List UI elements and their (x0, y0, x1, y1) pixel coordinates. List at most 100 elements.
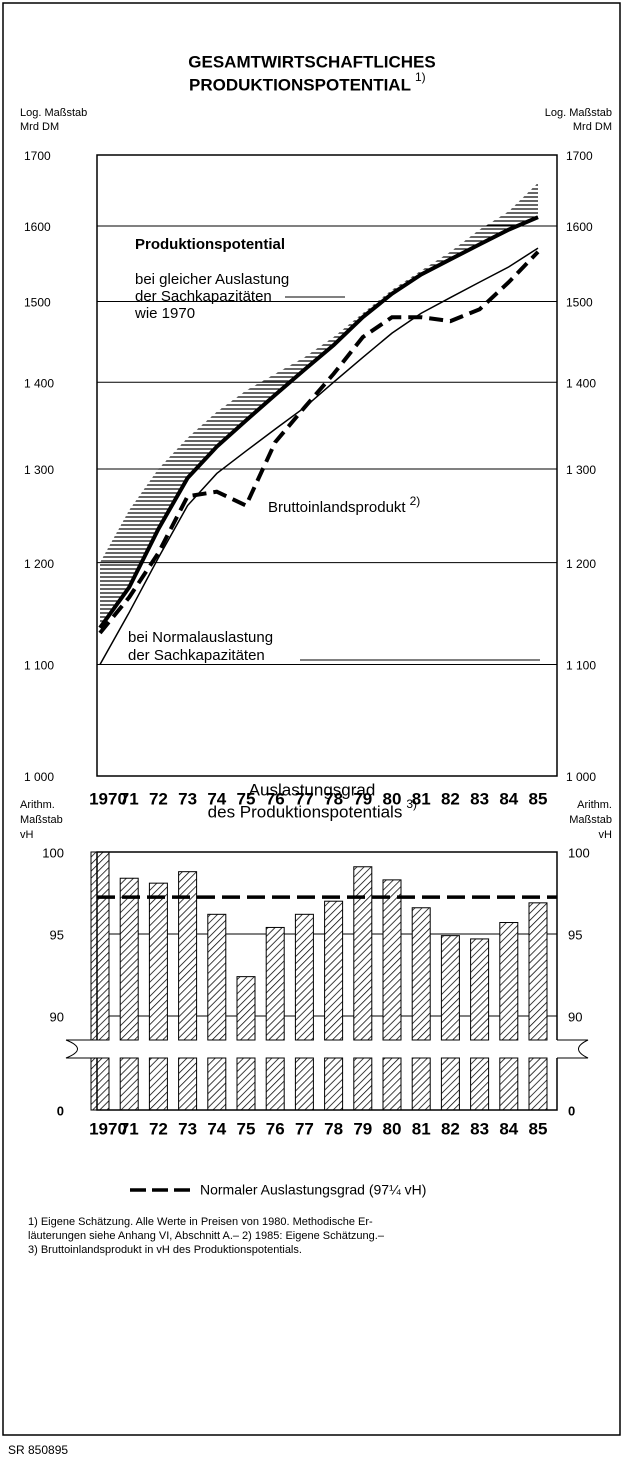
x-tick-label: 79 (353, 1119, 372, 1138)
bar-stub (411, 1057, 431, 1111)
x-tick-label: 80 (383, 789, 402, 808)
y2-tick-label: 1 300 (566, 463, 596, 477)
y-tick-label: 1700 (24, 149, 51, 163)
y2-tick-label: 90 (568, 1009, 582, 1024)
y2-tick-label: 1700 (566, 149, 593, 163)
x-tick-label: 77 (295, 789, 314, 808)
bar (324, 900, 344, 1041)
footnote: 1) Eigene Schätzung. Alle Werte in Preis… (28, 1216, 373, 1228)
x-tick-label: 85 (529, 1119, 548, 1138)
x-tick-label: 75 (237, 789, 256, 808)
annotation: wie 1970 (134, 305, 195, 322)
bar (207, 913, 227, 1041)
x-tick-label: 82 (441, 1119, 460, 1138)
bar (470, 938, 490, 1041)
chart-title: PRODUKTIONSPOTENTIAL (189, 75, 411, 94)
x-tick-label: 79 (353, 789, 372, 808)
x-tick-label: 83 (470, 789, 489, 808)
y-tick-label: 1500 (24, 296, 51, 310)
x-tick-label: 74 (207, 789, 226, 808)
annotation: bei Normalauslastung (128, 629, 273, 646)
y2-tick-label: 1600 (566, 220, 593, 234)
y2-axis-label: Arithm. (577, 799, 612, 811)
y-tick-label: 1600 (24, 220, 51, 234)
shaded-band (100, 182, 538, 628)
y2-tick-label: 1 000 (566, 770, 596, 784)
x-tick-label: 84 (499, 1119, 518, 1138)
bar (528, 902, 548, 1041)
bar (148, 882, 168, 1041)
x-tick-label: 78 (324, 1119, 343, 1138)
x-tick-label: 77 (295, 1119, 314, 1138)
bar (382, 879, 402, 1041)
annotation: Bruttoinlandsprodukt (268, 499, 406, 516)
x-tick-label: 81 (412, 1119, 431, 1138)
x-tick-label: 83 (470, 1119, 489, 1138)
bar (294, 913, 314, 1041)
bar (265, 926, 285, 1041)
x-tick-label: 80 (383, 1119, 402, 1138)
bar-stub (324, 1057, 344, 1111)
bar-stub (528, 1057, 548, 1111)
series-line (99, 247, 539, 665)
y-axis-label: Arithm. (20, 799, 55, 811)
annotation: bei gleicher Auslastung (135, 271, 289, 288)
y-axis-label: Maßstab (20, 814, 63, 826)
chart-title: GESAMTWIRTSCHAFTLICHES (188, 52, 435, 71)
bar-stub (353, 1057, 373, 1111)
x-tick-label: 76 (266, 1119, 285, 1138)
y2-axis-label: Maßstab (569, 814, 612, 826)
y2-tick-label: 1 100 (566, 659, 596, 673)
annotation: der Sachkapazitäten (128, 647, 265, 664)
title-note: 3) (406, 797, 417, 811)
bar (440, 935, 460, 1041)
bar-stub (236, 1057, 256, 1111)
bar-stub (470, 1057, 490, 1111)
annotation: Produktionspotential (135, 236, 285, 253)
x-tick-label: 76 (266, 789, 285, 808)
y2-axis-label: Mrd DM (573, 121, 612, 133)
x-tick-label: 81 (412, 789, 431, 808)
bar (411, 907, 431, 1041)
x-tick-label: 74 (207, 1119, 226, 1138)
y-axis-label: Log. Maßstab (20, 107, 87, 119)
y2-tick-label: 0 (568, 1103, 575, 1118)
annotation: der Sachkapazitäten (135, 288, 272, 305)
bar (353, 866, 373, 1041)
y2-tick-label: 1 200 (566, 557, 596, 571)
bar-stub (265, 1057, 285, 1111)
y2-tick-label: 1 400 (566, 376, 596, 390)
bar (178, 871, 198, 1041)
bar-stub (382, 1057, 402, 1111)
source-code: SR 850895 (8, 1443, 68, 1457)
y-tick-label: 100 (42, 845, 64, 860)
y-tick-label: 1 200 (24, 557, 54, 571)
x-tick-label: 84 (499, 789, 518, 808)
y-tick-label: 1 000 (24, 770, 54, 784)
bar (236, 976, 256, 1041)
x-tick-label: 72 (149, 1119, 168, 1138)
bar-stub (90, 1057, 110, 1111)
series-line (98, 250, 540, 635)
bar-stub (178, 1057, 198, 1111)
y2-axis-label: Log. Maßstab (545, 107, 612, 119)
y-axis-label: vH (20, 829, 34, 841)
bar (499, 922, 519, 1041)
x-tick-label: 75 (237, 1119, 256, 1138)
y-tick-label: 1 300 (24, 463, 54, 477)
title-note: 1) (415, 70, 426, 84)
frame (2, 2, 621, 1436)
x-tick-label: 1970 (89, 789, 127, 808)
bar-stub (148, 1057, 168, 1111)
plot-frame (96, 851, 558, 1111)
axis-break (65, 1039, 589, 1059)
bar (90, 851, 110, 1041)
y-tick-label: 0 (57, 1103, 64, 1118)
x-tick-label: 71 (120, 789, 139, 808)
plot-frame (96, 154, 558, 777)
x-tick-label: 72 (149, 789, 168, 808)
x-tick-label: 85 (529, 789, 548, 808)
chart-title: Auslastungsgrad (249, 780, 376, 799)
y-tick-label: 1 100 (24, 659, 54, 673)
